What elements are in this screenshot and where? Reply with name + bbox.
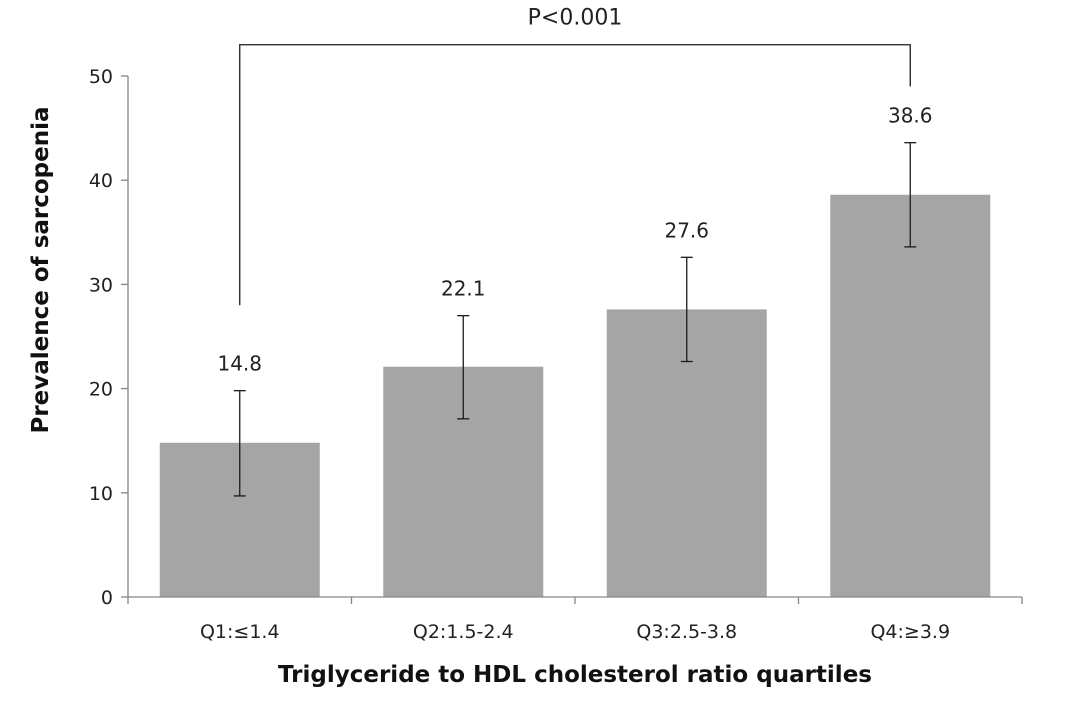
- data-label: 14.8: [217, 352, 262, 376]
- y-axis-title: Prevalence of sarcopenia: [28, 106, 54, 433]
- data-label: 22.1: [441, 277, 486, 301]
- error-bars-layer: [233, 142, 917, 497]
- y-tick-label: 40: [89, 170, 113, 192]
- x-tick-label: Q4:≥3.9: [870, 621, 950, 643]
- labels-layer: 0 10 20 30 40 50 Q1:≤1.4 Q2:1.5-2.4 Q3:2.5-3.8 Q4…: [89, 66, 950, 643]
- significance-bracket: [239, 44, 911, 306]
- significance-bracket-layer: P<0.001: [239, 6, 911, 306]
- y-tick-label: 30: [89, 274, 113, 296]
- x-tick-label: Q2:1.5-2.4: [413, 621, 514, 643]
- significance-label: P<0.001: [528, 6, 623, 31]
- data-label: 27.6: [664, 218, 709, 242]
- y-tick-label: 0: [101, 587, 113, 609]
- bar: [830, 194, 991, 597]
- axes-layer: [121, 75, 1023, 604]
- y-tick-label: 20: [89, 379, 113, 401]
- data-label: 38.6: [888, 104, 933, 128]
- x-tick-label: Q3:2.5-3.8: [636, 621, 737, 643]
- y-tick-label: 10: [89, 483, 113, 505]
- x-tick-label: Q1:≤1.4: [200, 621, 280, 643]
- x-axis-title: Triglyceride to HDL cholesterol ratio qu…: [278, 662, 872, 688]
- bars-layer: [159, 194, 991, 597]
- y-tick-label: 50: [89, 66, 113, 88]
